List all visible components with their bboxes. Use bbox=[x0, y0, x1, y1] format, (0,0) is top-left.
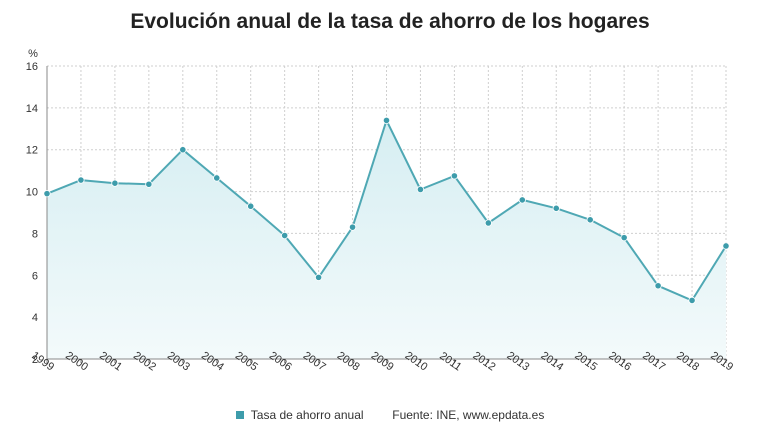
y-tick-labels: 2 4 6 8 10 12 14 16 bbox=[26, 61, 38, 366]
y-tick-label: 2 bbox=[32, 354, 38, 366]
y-tick-label: 8 bbox=[32, 228, 38, 240]
data-point bbox=[620, 234, 628, 242]
data-point bbox=[111, 179, 119, 187]
y-tick-label: 6 bbox=[32, 270, 38, 282]
y-unit-label: % bbox=[28, 48, 38, 60]
legend-swatch bbox=[235, 411, 244, 419]
data-point bbox=[450, 172, 458, 180]
data-point bbox=[213, 174, 221, 182]
data-point bbox=[416, 185, 425, 194]
y-tick-label: 12 bbox=[26, 145, 38, 157]
legend-label: Tasa de ahorro anual bbox=[250, 408, 364, 422]
data-point bbox=[586, 216, 594, 224]
data-point bbox=[552, 204, 560, 212]
legend: Tasa de ahorro anual Fuente: INE, www.ep… bbox=[0, 408, 780, 422]
data-point bbox=[77, 176, 85, 184]
axes bbox=[46, 66, 727, 363]
data-point bbox=[281, 231, 289, 240]
y-tick-label: 10 bbox=[26, 187, 38, 199]
data-point bbox=[145, 180, 153, 188]
source-label: Fuente: INE, www.epdata.es bbox=[392, 408, 545, 422]
y-tick-label: 14 bbox=[26, 103, 38, 115]
y-tick-label: 16 bbox=[26, 61, 38, 73]
data-point bbox=[348, 223, 357, 231]
data-point bbox=[518, 196, 526, 204]
data-point bbox=[179, 146, 187, 154]
x-tick-label: 2019 bbox=[708, 350, 735, 374]
data-point bbox=[688, 296, 696, 304]
data-point bbox=[722, 242, 730, 250]
data-point bbox=[247, 202, 255, 210]
data-point bbox=[314, 273, 323, 281]
chart-title: Evolución anual de la tasa de ahorro de … bbox=[130, 10, 650, 33]
data-points bbox=[43, 116, 730, 304]
data-point bbox=[43, 190, 51, 198]
data-point bbox=[654, 282, 662, 290]
data-point bbox=[382, 116, 391, 125]
y-tick-label: 4 bbox=[32, 312, 38, 324]
data-point bbox=[484, 219, 492, 227]
